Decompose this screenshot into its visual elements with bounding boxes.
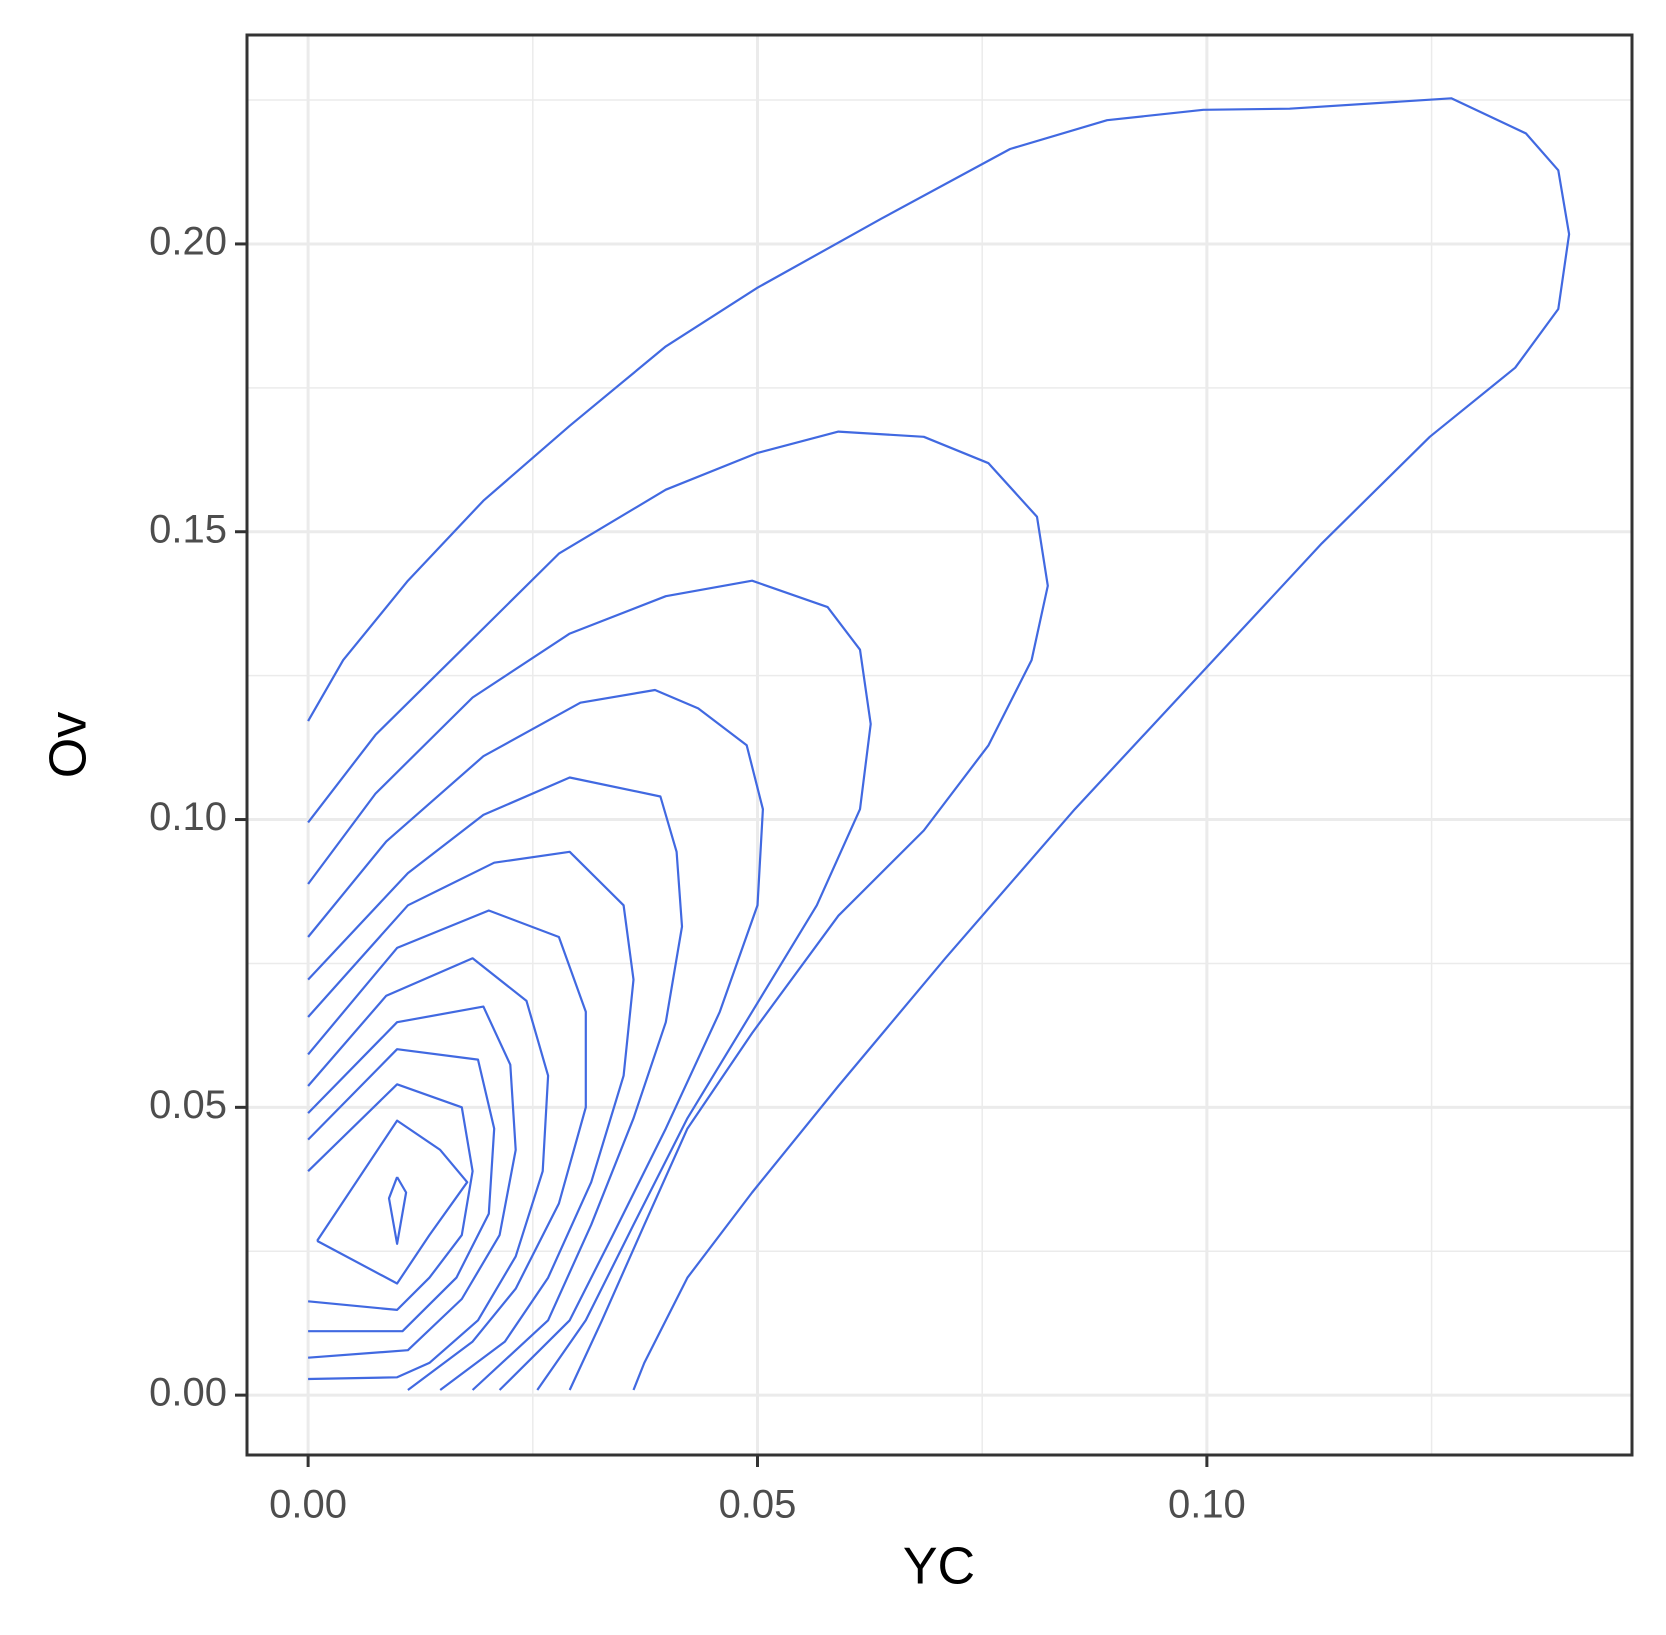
x-tick-label: 0.00 [269,1483,347,1527]
contour-line [307,957,550,1381]
contour-line [316,1119,469,1285]
grid [247,35,1632,1455]
contour-line [307,776,684,1391]
x-tick-label: 0.05 [719,1483,797,1527]
contour-line [307,579,872,1391]
contour-line [387,1176,408,1245]
contour-line [307,97,1571,1391]
contour-line [307,850,635,1391]
y-axis-title: Ov [40,712,98,778]
y-tick-label: 0.05 [149,1083,227,1127]
y-tick-label: 0.00 [149,1371,227,1415]
contour-line [307,1005,517,1359]
y-tick-label: 0.20 [149,220,227,264]
panel-border [245,33,1634,1457]
y-tick-label: 0.15 [149,507,227,551]
ticks: 0.00 0.05 0.10 0.00 0.05 0.10 0.15 0.20 [149,220,1246,1527]
contour-line [307,688,764,1391]
contour-line [307,909,587,1391]
contour-line [307,430,1049,1391]
contour-line [307,1048,496,1333]
x-tick-label: 0.10 [1168,1483,1246,1527]
y-tick-label: 0.10 [149,795,227,839]
x-axis-title: YC [903,1538,975,1596]
contour-line [307,1083,474,1311]
contours [307,97,1571,1391]
